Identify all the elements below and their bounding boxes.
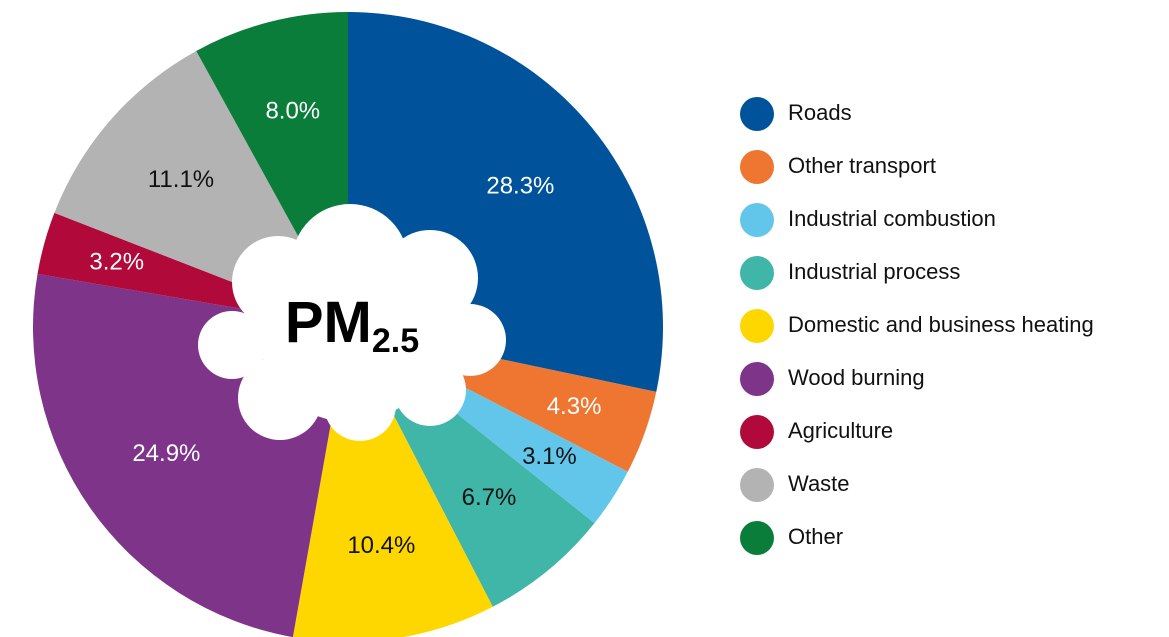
legend: Roads Other transport Industrial combustio… — [740, 97, 1094, 555]
cloud-part — [324, 369, 396, 441]
legend-label: Roads — [788, 100, 852, 125]
legend-label: Agriculture — [788, 418, 893, 443]
legend-swatch — [740, 362, 774, 396]
slice-label: 10.4% — [347, 532, 415, 559]
slice-label: 3.1% — [522, 443, 577, 470]
slice-label: 6.7% — [462, 484, 517, 511]
legend-swatch — [740, 521, 774, 555]
slice-label: 8.0% — [265, 97, 320, 124]
slice-label: 3.2% — [89, 248, 144, 275]
legend-label: Industrial process — [788, 259, 960, 284]
title-subscript: 2.5 — [372, 322, 419, 360]
legend-swatch — [740, 97, 774, 131]
legend-swatch — [740, 468, 774, 502]
legend-label: Industrial combustion — [788, 206, 996, 231]
legend-label: Wood burning — [788, 365, 925, 390]
cloud-part — [382, 230, 478, 326]
slice-labels: 28.3% 4.3% 3.1%6.7% 10.4% 24.9% 3.2% 11.1% 8.0% — [89, 97, 601, 559]
slice-label: 4.3% — [547, 393, 602, 420]
legend-swatch — [740, 150, 774, 184]
cloud-part — [238, 356, 322, 440]
cloud-part — [292, 204, 408, 320]
title-main: PM — [285, 290, 372, 355]
legend-label: Domestic and business heating — [788, 312, 1094, 337]
cloud — [198, 204, 506, 441]
legend-label: Other transport — [788, 153, 936, 178]
legend-label: Waste — [788, 471, 850, 496]
chart-title: PM2.5 — [285, 290, 419, 360]
legend-label: Other — [788, 524, 843, 549]
cloud-part — [394, 354, 466, 426]
slice-label: 28.3% — [486, 172, 554, 199]
legend-swatch — [740, 309, 774, 343]
legend-swatch — [740, 256, 774, 290]
legend-swatch — [740, 203, 774, 237]
cloud-part — [434, 304, 506, 376]
slice-label: 11.1% — [148, 166, 214, 193]
cloud-part — [198, 311, 266, 379]
legend-swatch — [740, 415, 774, 449]
slice-label: 24.9% — [132, 440, 200, 467]
